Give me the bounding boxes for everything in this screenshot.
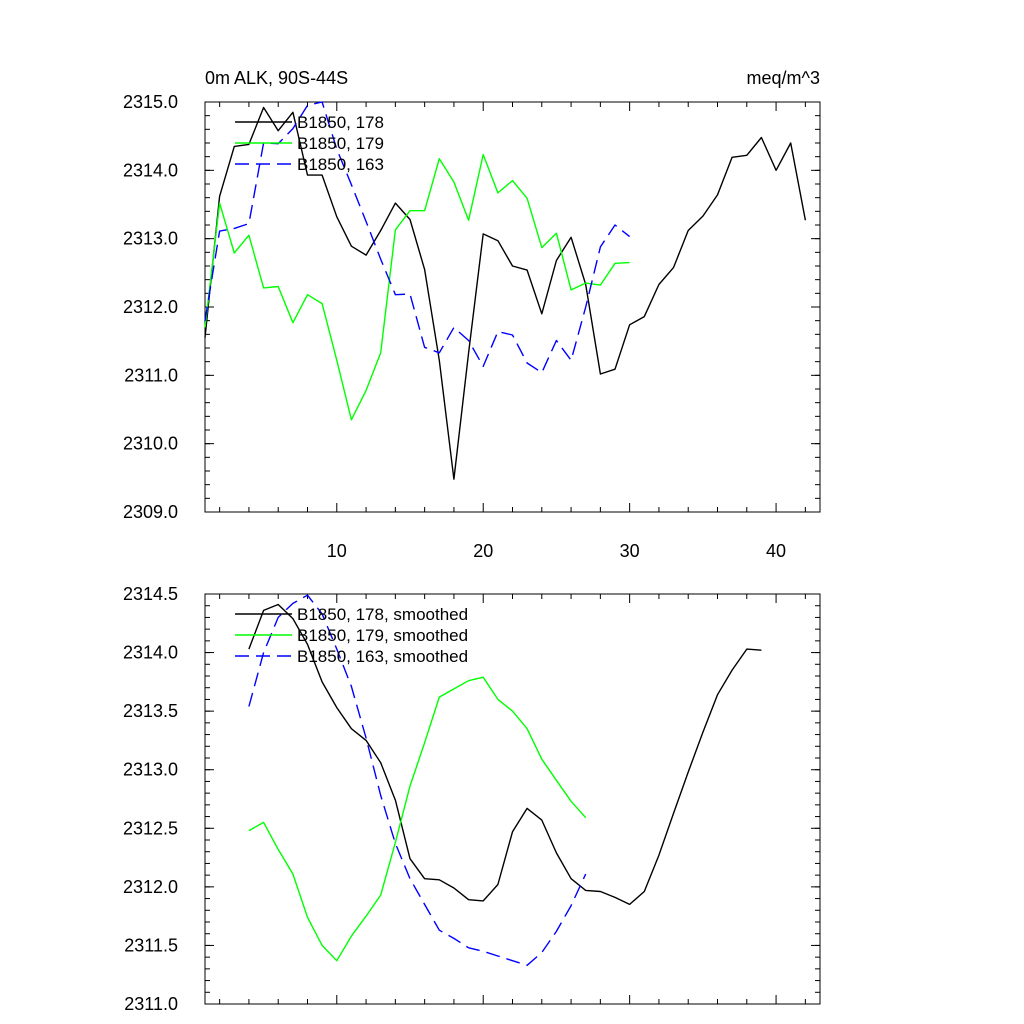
legend-label-1: B1850, 178 <box>297 113 384 132</box>
series-line-3 <box>248 594 587 966</box>
bottom-legend: B1850, 178, smoothed B1850, 179, smoothed… <box>235 605 468 666</box>
legend-label-3: B1850, 163, smoothed <box>297 647 468 666</box>
y-tick-label: 2312.0 <box>123 297 178 317</box>
bottom-axis-ticks: 2311.0 2311.5 2312.0 2312.5 2313.0 2313.5 2314… <box>123 584 820 1014</box>
y-tick-label: 2315.0 <box>123 92 178 112</box>
legend-label-3: B1850, 163 <box>297 155 384 174</box>
top-panel-units: meq/m^3 <box>747 68 820 88</box>
bottom-series-group <box>248 594 762 966</box>
y-tick-label: 2312.5 <box>123 818 178 838</box>
legend-label-1: B1850, 178, smoothed <box>297 605 468 624</box>
series-line-2 <box>248 676 587 962</box>
top-panel-title: 0m ALK, 90S-44S <box>205 68 348 88</box>
x-tick-label: 20 <box>473 541 493 561</box>
top-panel: 0m ALK, 90S-44S meq/m^3 2309.0 2310.0 2311… <box>123 68 821 561</box>
y-tick-label: 2312.0 <box>123 877 178 897</box>
series-line-2 <box>204 153 630 421</box>
y-tick-label: 2309.0 <box>123 502 178 522</box>
y-tick-label: 2313.5 <box>123 701 178 721</box>
legend-label-2: B1850, 179, smoothed <box>297 626 468 645</box>
x-tick-label: 40 <box>766 541 786 561</box>
y-tick-label: 2314.0 <box>123 160 178 180</box>
x-tick-label: 30 <box>620 541 640 561</box>
series-line-1 <box>248 603 762 906</box>
top-series-group <box>204 101 807 480</box>
top-legend: B1850, 178 B1850, 179 B1850, 163 <box>235 113 384 174</box>
y-tick-label: 2314.0 <box>123 643 178 663</box>
series-line-1 <box>204 106 807 480</box>
y-tick-label: 2311.0 <box>124 365 178 385</box>
y-tick-label: 2313.0 <box>123 229 178 249</box>
x-tick-label: 10 <box>327 541 347 561</box>
y-tick-label: 2311.5 <box>124 935 178 955</box>
bottom-panel: 2311.0 2311.5 2312.0 2312.5 2313.0 2313.5 2314… <box>123 584 821 1014</box>
y-tick-label: 2313.0 <box>123 760 178 780</box>
y-tick-label: 2310.0 <box>123 434 178 454</box>
y-tick-label: 2311.0 <box>124 994 178 1014</box>
y-tick-label: 2314.5 <box>123 584 178 604</box>
top-axis-ticks: 2309.0 2310.0 2311.0 2312.0 2313.0 2314.0 2315… <box>123 92 820 561</box>
legend-label-2: B1850, 179 <box>297 134 384 153</box>
